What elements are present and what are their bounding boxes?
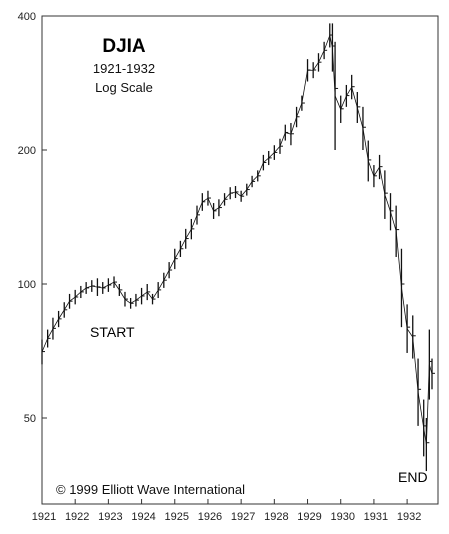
x-tick-label: 1929: [297, 511, 321, 523]
x-tick-label: 1922: [65, 511, 89, 523]
x-tick-label: 1921: [32, 511, 56, 523]
end-annotation: END: [398, 469, 428, 485]
price-trend-line: [41, 33, 433, 445]
y-tick-label: 50: [24, 413, 36, 425]
y-tick-label: 400: [18, 11, 36, 23]
chart-title: DJIA: [102, 36, 146, 57]
plot-frame: [41, 15, 439, 505]
x-tick-label: 1928: [264, 511, 288, 523]
x-axis: 1921 1922 1923 1924 1925 1926 1927 1928 1929 1930…: [32, 499, 421, 523]
chart-subtitle-years: 1921-1932: [93, 61, 155, 76]
y-axis: 50 100 200 400: [18, 11, 47, 425]
x-tick-label: 1927: [231, 511, 255, 523]
x-tick-label: 1931: [364, 511, 388, 523]
x-tick-label: 1932: [397, 511, 421, 523]
price-bars: [41, 23, 435, 472]
y-tick-label: 100: [18, 279, 36, 291]
x-tick-label: 1926: [198, 511, 222, 523]
y-tick-label: 200: [18, 145, 36, 157]
x-tick-label: 1925: [165, 511, 189, 523]
x-tick-label: 1930: [330, 511, 354, 523]
x-tick-label: 1923: [98, 511, 122, 523]
x-tick-label: 1924: [131, 511, 155, 523]
start-annotation: START: [90, 324, 135, 340]
copyright-text: © 1999 Elliott Wave International: [56, 482, 245, 497]
chart-subtitle-scale: Log Scale: [95, 80, 153, 95]
